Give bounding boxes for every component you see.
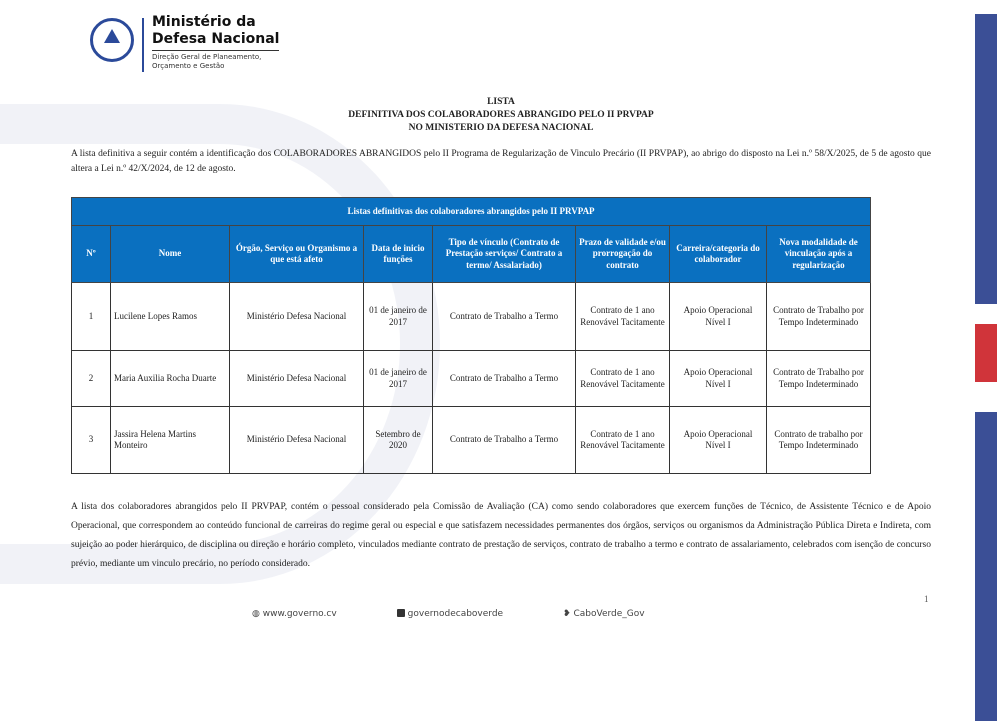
cell-career: Apoio Operacional Nível I <box>669 350 767 407</box>
coat-of-arms-icon <box>90 18 134 62</box>
intro-paragraph: A lista definitiva a seguir contém a ide… <box>71 149 931 174</box>
page-number: 1 <box>924 594 929 604</box>
col-header: Órgão, Serviço ou Organismo a que está a… <box>229 225 364 283</box>
side-stripe-blue <box>975 14 997 304</box>
twitter-text: CaboVerde_Gov <box>573 609 645 619</box>
globe-icon: ◍ <box>252 609 263 619</box>
logo-subtitle: Direção Geral de Planeamento, Orçamento e… <box>152 50 280 71</box>
cell-organ: Ministério Defesa Nacional <box>229 406 364 474</box>
col-header: Carreira/categoria do colaborador <box>669 225 767 283</box>
cell-new-modality: Contrato de Trabalho por Tempo Indetermi… <box>766 350 871 407</box>
cell-contract-type: Contrato de Trabalho a Termo <box>432 350 576 407</box>
twitter-icon: ❥ <box>563 609 574 619</box>
col-header: Tipo de vínculo (Contrato de Prestação s… <box>432 225 576 283</box>
cell-start-date: Setembro de 2020 <box>363 406 433 474</box>
table-caption: Listas definitivas dos colaboradores abr… <box>71 197 871 226</box>
cell-number: 3 <box>71 406 111 474</box>
facebook-text: governodecaboverde <box>407 609 504 619</box>
website-text: www.governo.cv <box>262 609 337 619</box>
col-header: Data de inicio funções <box>363 225 433 283</box>
logo-line2: Defesa Nacional <box>152 31 280 47</box>
table-row: 1 Lucilene Lopes Ramos Ministério Defesa… <box>71 282 871 351</box>
cell-validity: Contrato de 1 ano Renovável Tacitamente <box>575 350 670 407</box>
cell-validity: Contrato de 1 ano Renovável Tacitamente <box>575 406 670 474</box>
logo-line3: Direção Geral de Planeamento, <box>152 53 262 61</box>
page-footer: 1 ◍ www.governo.cv governodecaboverde ❥ … <box>0 594 1000 654</box>
cell-number: 2 <box>71 350 111 407</box>
table-row: 3 Jassira Helena Martins Monteiro Minist… <box>71 406 871 474</box>
cell-career: Apoio Operacional Nível I <box>669 282 767 351</box>
logo-title: Ministério da Defesa Nacional <box>152 14 279 48</box>
col-header: Nome <box>110 225 230 283</box>
document-body: LISTA DEFINITIVA DOS COLABORADORES ABRAN… <box>71 96 931 574</box>
cell-new-modality: Contrato de Trabalho por Tempo Indetermi… <box>766 282 871 351</box>
table-row: 2 Maria Auxilia Rocha Duarte Ministério … <box>71 350 871 407</box>
cell-number: 1 <box>71 282 111 351</box>
logo-line4: Orçamento e Gestão <box>152 62 225 70</box>
cell-name: Jassira Helena Martins Monteiro <box>110 406 230 474</box>
cell-name: Maria Auxilia Rocha Duarte <box>110 350 230 407</box>
col-header: Nova modalidade de vinculação após a reg… <box>766 225 871 283</box>
facebook-icon <box>396 609 405 617</box>
footer-links: ◍ www.governo.cv governodecaboverde ❥ Ca… <box>252 609 645 619</box>
cell-name: Lucilene Lopes Ramos <box>110 282 230 351</box>
cell-contract-type: Contrato de Trabalho a Termo <box>432 282 576 351</box>
cell-validity: Contrato de 1 ano Renovável Tacitamente <box>575 282 670 351</box>
footer-website[interactable]: ◍ www.governo.cv <box>252 609 337 619</box>
cell-organ: Ministério Defesa Nacional <box>229 350 364 407</box>
cell-career: Apoio Operacional Nível I <box>669 406 767 474</box>
colaboradores-table: Listas definitivas dos colaboradores abr… <box>71 197 871 474</box>
logo-text: Ministério da Defesa Nacional Direção Ger… <box>152 14 280 71</box>
cell-start-date: 01 de janeiro de 2017 <box>363 282 433 351</box>
col-header: Prazo de validade e/ou prorrogação do co… <box>575 225 670 283</box>
cell-contract-type: Contrato de Trabalho a Termo <box>432 406 576 474</box>
logo-divider <box>142 18 144 72</box>
closing-paragraph: A lista dos colaboradores abrangidos pel… <box>71 502 931 569</box>
ministry-logo: Ministério da Defesa Nacional Direção Ger… <box>90 14 1000 78</box>
table-header-row: Nº Nome Órgão, Serviço ou Organismo a qu… <box>71 225 871 283</box>
col-header: Nº <box>71 225 111 283</box>
document-title: LISTA DEFINITIVA DOS COLABORADORES ABRAN… <box>71 96 931 135</box>
side-stripe-blue <box>975 412 997 721</box>
title-line: NO MINISTERIO DA DEFESA NACIONAL <box>408 123 594 133</box>
cell-organ: Ministério Defesa Nacional <box>229 282 364 351</box>
footer-facebook[interactable]: governodecaboverde <box>396 609 504 619</box>
title-line: DEFINITIVA DOS COLABORADORES ABRANGIDO P… <box>348 110 654 120</box>
cell-start-date: 01 de janeiro de 2017 <box>363 350 433 407</box>
footer-twitter[interactable]: ❥ CaboVerde_Gov <box>563 609 645 619</box>
title-line: LISTA <box>487 97 515 107</box>
side-stripe-red <box>975 324 997 382</box>
cell-new-modality: Contrato de trabalho por Tempo Indetermi… <box>766 406 871 474</box>
logo-line1: Ministério da <box>152 14 256 30</box>
